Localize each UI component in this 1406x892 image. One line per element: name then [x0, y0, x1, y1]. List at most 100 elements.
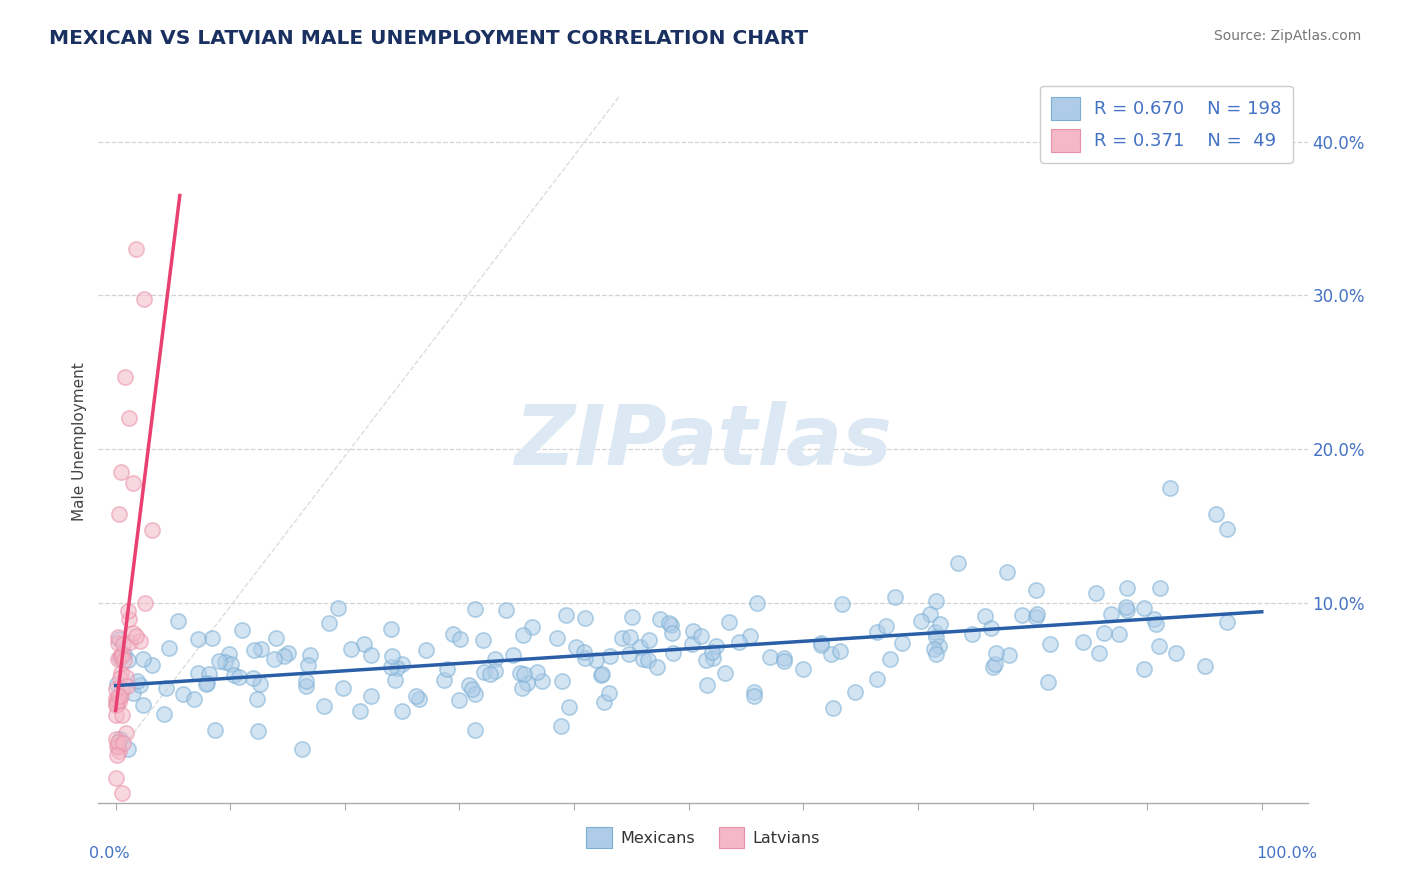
Point [645, 660, 668, 674]
Point [449, 692, 471, 706]
Point [866, 673, 889, 687]
Legend: Mexicans, Latvians: Mexicans, Latvians [581, 821, 825, 854]
Point [297, 658, 319, 673]
Point [121, 476, 143, 491]
Point [108, 649, 131, 664]
Point [922, 642, 945, 657]
Point [349, 704, 371, 718]
Point [585, 653, 607, 667]
Point [360, 689, 382, 703]
Point [792, 662, 814, 676]
Point [946, 556, 969, 570]
Point [112, 653, 135, 667]
Point [599, 649, 621, 664]
Point [1025, 583, 1047, 598]
Point [1132, 662, 1154, 676]
Point [132, 698, 155, 712]
Point [141, 523, 163, 537]
Point [105, 772, 128, 786]
Y-axis label: Male Unemployment: Male Unemployment [72, 362, 87, 521]
Point [591, 667, 613, 681]
Point [340, 642, 363, 657]
Point [115, 670, 138, 684]
Point [117, 742, 139, 756]
Point [1108, 627, 1130, 641]
Point [910, 614, 932, 628]
Point [381, 648, 404, 663]
Point [495, 603, 517, 617]
Point [111, 681, 134, 696]
Point [661, 646, 683, 660]
Point [1205, 507, 1227, 521]
Point [512, 681, 534, 695]
Point [1099, 607, 1122, 621]
Point [118, 411, 141, 425]
Point [117, 604, 139, 618]
Point [522, 620, 544, 634]
Point [224, 668, 246, 682]
Point [128, 678, 150, 692]
Point [659, 618, 682, 632]
Point [110, 465, 132, 479]
Point [246, 692, 269, 706]
Point [231, 624, 253, 638]
Point [1039, 637, 1062, 651]
Point [111, 647, 134, 661]
Point [844, 685, 866, 699]
Point [264, 631, 287, 645]
Point [530, 673, 553, 688]
Point [384, 673, 406, 688]
Point [574, 651, 596, 665]
Point [526, 665, 548, 679]
Point [773, 654, 796, 668]
Point [502, 648, 524, 663]
Point [682, 624, 704, 638]
Point [105, 697, 128, 711]
Point [924, 624, 946, 639]
Point [249, 677, 271, 691]
Text: 100.0%: 100.0% [1256, 847, 1317, 861]
Point [204, 723, 226, 738]
Point [744, 690, 766, 704]
Point [866, 624, 889, 639]
Point [1026, 607, 1049, 621]
Text: 0.0%: 0.0% [89, 847, 129, 861]
Point [1088, 646, 1111, 660]
Point [960, 626, 983, 640]
Point [831, 597, 853, 611]
Point [484, 664, 506, 678]
Point [823, 701, 845, 715]
Point [134, 596, 156, 610]
Point [929, 616, 952, 631]
Point [155, 681, 177, 695]
Point [172, 687, 194, 701]
Point [928, 639, 950, 653]
Point [167, 615, 190, 629]
Point [820, 647, 842, 661]
Point [1071, 635, 1094, 649]
Point [509, 665, 531, 680]
Point [107, 739, 129, 754]
Point [637, 653, 659, 667]
Point [574, 611, 596, 625]
Point [617, 647, 640, 661]
Point [550, 674, 572, 689]
Point [112, 647, 135, 661]
Point [108, 744, 131, 758]
Point [1194, 659, 1216, 673]
Point [1085, 586, 1108, 600]
Point [557, 699, 579, 714]
Point [117, 679, 139, 693]
Point [380, 622, 402, 636]
Point [696, 678, 718, 692]
Point [105, 739, 128, 753]
Point [879, 652, 901, 666]
Point [610, 631, 633, 645]
Point [702, 651, 724, 665]
Point [1147, 639, 1170, 653]
Point [984, 647, 1007, 661]
Point [105, 691, 128, 706]
Point [661, 625, 683, 640]
Point [984, 657, 1007, 672]
Point [436, 662, 458, 676]
